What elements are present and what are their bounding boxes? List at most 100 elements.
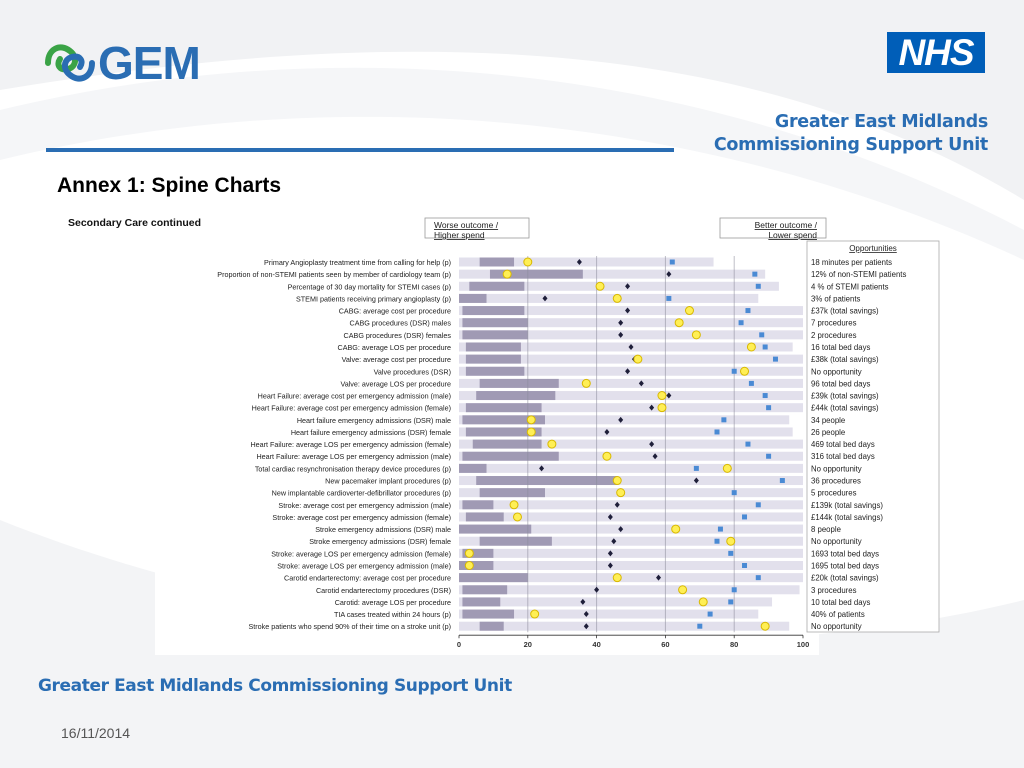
diamond-marker bbox=[625, 307, 631, 314]
circle-marker bbox=[616, 488, 626, 498]
diamond-marker bbox=[625, 283, 631, 290]
range-bar bbox=[479, 378, 559, 388]
track-bar bbox=[459, 415, 790, 425]
opportunity-value: 10 total bed days bbox=[811, 598, 870, 607]
square-marker bbox=[759, 332, 765, 338]
range-bar bbox=[479, 257, 515, 267]
track-bar bbox=[459, 573, 803, 583]
track-bar bbox=[459, 439, 803, 449]
row-label: Carotid endarterectomy: average cost per… bbox=[284, 574, 451, 583]
track-bar bbox=[459, 391, 803, 401]
x-tick-label: 40 bbox=[592, 640, 600, 649]
square-marker bbox=[755, 283, 761, 289]
row-label: CABG: average LOS per procedure bbox=[338, 343, 451, 352]
x-tick-label: 80 bbox=[730, 640, 738, 649]
square-marker bbox=[738, 320, 744, 326]
row-label: Heart Failure: average cost per emergenc… bbox=[258, 392, 451, 401]
legend-left-line1: Worse outcome / bbox=[434, 220, 499, 230]
square-marker bbox=[755, 502, 761, 508]
circle-marker bbox=[612, 293, 622, 303]
x-tick-label: 20 bbox=[524, 640, 532, 649]
row-label: Heart Failure: average cost per emergenc… bbox=[252, 404, 451, 413]
opportunity-value: £139k (total savings) bbox=[811, 501, 883, 510]
range-bar bbox=[462, 318, 528, 328]
header-rule bbox=[46, 148, 674, 152]
row-label: Stroke patients who spend 90% of their t… bbox=[248, 622, 451, 631]
track-bar bbox=[459, 536, 803, 546]
row-label: Stroke: average cost per emergency admis… bbox=[278, 501, 451, 510]
opportunity-value: 7 procedures bbox=[811, 319, 857, 328]
circle-marker bbox=[526, 427, 536, 437]
track-bar bbox=[459, 378, 803, 388]
square-marker bbox=[728, 599, 734, 605]
track-bar bbox=[459, 257, 714, 267]
org-name-line2: Commissioning Support Unit bbox=[713, 135, 988, 155]
row-label: Stroke: average cost per emergency admis… bbox=[272, 513, 451, 522]
square-marker bbox=[728, 550, 734, 556]
row-label: Proportion of non-STEMI patients seen by… bbox=[217, 270, 451, 279]
diamond-marker bbox=[539, 465, 545, 472]
circle-marker bbox=[612, 476, 622, 486]
row-label: Heart failure emergency admissions (DSR)… bbox=[291, 428, 451, 437]
gem-logo-text: GEM bbox=[98, 37, 201, 89]
gem-logo-icon bbox=[45, 44, 95, 82]
diamond-marker bbox=[580, 598, 586, 605]
opportunity-value: 40% of patients bbox=[811, 610, 865, 619]
square-marker bbox=[745, 308, 751, 314]
diamond-marker bbox=[618, 331, 624, 338]
range-bar bbox=[476, 476, 618, 486]
diamond-marker bbox=[649, 404, 655, 411]
circle-marker bbox=[509, 500, 519, 510]
opportunity-value: 316 total bed days bbox=[811, 452, 875, 461]
opportunity-value: No opportunity bbox=[811, 464, 862, 473]
row-label: Percentage of 30 day mortality for STEMI… bbox=[288, 282, 451, 291]
opportunity-value: 3% of patients bbox=[811, 294, 861, 303]
x-tick-label: 0 bbox=[457, 640, 461, 649]
row-label: Carotid: average LOS per procedure bbox=[335, 598, 451, 607]
range-bar bbox=[462, 330, 528, 340]
opportunity-value: £37k (total savings) bbox=[811, 307, 879, 316]
opportunity-value: 34 people bbox=[811, 416, 845, 425]
track-bar bbox=[459, 585, 800, 595]
track-bar bbox=[459, 609, 759, 619]
range-bar bbox=[462, 500, 494, 510]
diamond-marker bbox=[693, 477, 699, 484]
square-marker bbox=[707, 611, 713, 617]
diamond-marker bbox=[649, 441, 655, 448]
square-marker bbox=[714, 538, 720, 544]
opportunity-value: £44k (total savings) bbox=[811, 404, 879, 413]
opportunity-value: 469 total bed days bbox=[811, 440, 875, 449]
diamond-marker bbox=[625, 368, 631, 375]
row-label: CABG procedures (DSR) males bbox=[350, 319, 452, 328]
row-label: Heart Failure: average LOS per emergency… bbox=[256, 452, 451, 461]
opportunity-value: 26 people bbox=[811, 428, 845, 437]
track-bar bbox=[459, 463, 803, 473]
range-bar bbox=[459, 293, 487, 303]
diamond-marker bbox=[607, 513, 613, 520]
range-bar bbox=[479, 536, 552, 546]
diamond-marker bbox=[618, 319, 624, 326]
opportunity-value: £39k (total savings) bbox=[811, 392, 879, 401]
square-marker bbox=[766, 405, 772, 411]
row-label: CABG: average cost per procedure bbox=[339, 307, 451, 316]
track-bar bbox=[459, 342, 793, 352]
diamond-marker bbox=[611, 538, 617, 545]
circle-marker bbox=[691, 330, 701, 340]
row-label: Stroke emergency admissions (DSR) male bbox=[315, 525, 451, 534]
track-bar bbox=[459, 366, 803, 376]
diamond-marker bbox=[604, 428, 610, 435]
opportunities-box bbox=[806, 240, 940, 633]
range-bar bbox=[476, 391, 556, 401]
range-bar bbox=[465, 354, 521, 364]
row-label: Valve: average LOS per procedure bbox=[340, 379, 451, 388]
opportunity-value: 2 procedures bbox=[811, 331, 857, 340]
opportunity-value: 5 procedures bbox=[811, 489, 857, 498]
diamond-marker bbox=[618, 416, 624, 423]
track-bar bbox=[459, 306, 803, 316]
circle-marker bbox=[581, 378, 591, 388]
range-bar bbox=[462, 585, 508, 595]
track-bar bbox=[459, 269, 766, 279]
circle-marker bbox=[678, 585, 688, 595]
legend-right-line1: Better outcome / bbox=[755, 220, 818, 230]
